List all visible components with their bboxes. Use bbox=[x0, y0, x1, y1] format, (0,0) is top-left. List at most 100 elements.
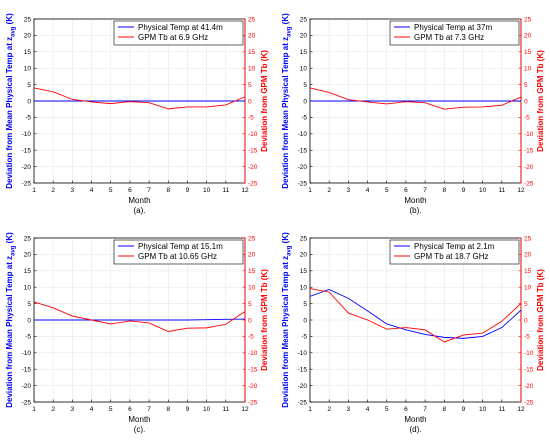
legend-label-1: GPM Tb at 6.9 GHz bbox=[138, 33, 208, 42]
y-left-tick-label: -15 bbox=[298, 367, 308, 374]
x-tick-label: 6 bbox=[128, 187, 132, 194]
y-left-tick-label: -10 bbox=[298, 350, 308, 357]
y-right-tick-label: 20 bbox=[248, 33, 256, 40]
x-tick-label: 11 bbox=[498, 406, 505, 413]
y-left-tick-label: 5 bbox=[27, 82, 31, 89]
y-left-tick-label: -20 bbox=[298, 383, 308, 390]
y-left-tick-label: 25 bbox=[300, 235, 308, 242]
y-right-tick-label: 15 bbox=[248, 268, 256, 275]
y-left-tick-label: -25 bbox=[298, 399, 308, 406]
y-left-tick-label: -25 bbox=[22, 180, 32, 187]
y-right-axis-label: Deviation from GPM Tb (K) bbox=[260, 269, 269, 371]
legend-box bbox=[389, 20, 520, 46]
x-tick-label: 10 bbox=[203, 406, 211, 413]
x-axis-label: Month bbox=[404, 415, 426, 424]
series-line-0 bbox=[34, 318, 246, 321]
y-right-tick-label: -5 bbox=[248, 115, 254, 122]
chart-panel-2: 1 2 3 4 5 6 7 8 9 10 11 122520151050-5-10-15-20-252… bbox=[5, 232, 269, 434]
y-right-tick-label: 15 bbox=[524, 49, 532, 56]
x-tick-label: 8 bbox=[442, 187, 446, 194]
x-tick-label: 6 bbox=[404, 406, 408, 413]
y-right-tick-label: 15 bbox=[248, 49, 256, 56]
y-right-tick-label: 20 bbox=[524, 252, 532, 259]
x-tick-label: 4 bbox=[366, 406, 370, 413]
chart-panel-1: 1 2 3 4 5 6 7 8 9 10 11 122520151050-5-10-15-20-252… bbox=[281, 13, 545, 215]
x-tick-label: 7 bbox=[423, 187, 427, 194]
legend-label-0: Physical Temp at 15.1m bbox=[138, 242, 223, 251]
y-left-axis-label: Deviation from Mean Physical Temp at zav… bbox=[281, 13, 293, 189]
x-tick-label: 9 bbox=[186, 406, 190, 413]
legend-label-1: GPM Tb at 7.3 GHz bbox=[414, 33, 484, 42]
y-left-tick-label: 20 bbox=[300, 33, 308, 40]
y-right-axis-label: Deviation from GPM Tb (K) bbox=[536, 50, 545, 152]
y-left-axis-label: Deviation from Mean Physical Temp at zav… bbox=[281, 232, 293, 408]
series-line-0 bbox=[309, 289, 522, 339]
x-tick-label: 5 bbox=[109, 406, 113, 413]
y-right-tick-label: 0 bbox=[248, 317, 252, 324]
y-right-tick-label: 10 bbox=[248, 285, 256, 292]
x-tick-label: 6 bbox=[404, 187, 408, 194]
y-left-tick-label: 10 bbox=[300, 285, 308, 292]
y-right-tick-label: -15 bbox=[524, 148, 534, 155]
x-tick-label: 4 bbox=[90, 406, 94, 413]
y-right-tick-label: 20 bbox=[248, 252, 256, 259]
y-left-axis-label: Deviation from Mean Physical Temp at zav… bbox=[5, 13, 17, 189]
series-line-1 bbox=[33, 87, 246, 110]
x-tick-label: 2 bbox=[327, 406, 331, 413]
x-tick-label: 4 bbox=[90, 187, 94, 194]
x-tick-label: 3 bbox=[71, 406, 75, 413]
x-tick-label: 11 bbox=[222, 406, 229, 413]
x-tick-label: 1 bbox=[308, 187, 312, 194]
y-left-tick-label: -20 bbox=[22, 383, 32, 390]
y-right-tick-label: -25 bbox=[248, 399, 258, 406]
y-left-tick-label: -20 bbox=[298, 164, 308, 171]
x-tick-label: 7 bbox=[147, 406, 151, 413]
series-line-1 bbox=[33, 301, 246, 332]
y-left-tick-label: 0 bbox=[303, 98, 307, 105]
y-right-tick-label: -15 bbox=[524, 367, 534, 374]
x-tick-label: 7 bbox=[423, 406, 427, 413]
x-tick-label: 2 bbox=[51, 406, 55, 413]
x-tick-label: 3 bbox=[347, 406, 351, 413]
x-tick-label: 4 bbox=[366, 187, 370, 194]
y-right-tick-label: 5 bbox=[524, 301, 528, 308]
y-left-tick-label: 20 bbox=[24, 252, 32, 259]
y-left-tick-label: -10 bbox=[22, 350, 32, 357]
x-tick-label: 8 bbox=[166, 406, 170, 413]
y-left-tick-label: 15 bbox=[300, 268, 308, 275]
y-right-tick-label: -20 bbox=[524, 383, 534, 390]
x-tick-label: 11 bbox=[222, 187, 229, 194]
y-left-tick-label: -5 bbox=[301, 115, 307, 122]
y-right-tick-label: -10 bbox=[248, 131, 258, 138]
y-left-tick-label: 15 bbox=[24, 268, 32, 275]
legend-box bbox=[389, 239, 520, 265]
y-right-tick-label: 10 bbox=[524, 66, 532, 73]
y-right-tick-label: 0 bbox=[248, 98, 252, 105]
y-right-tick-label: 15 bbox=[524, 268, 532, 275]
x-tick-label: 9 bbox=[462, 406, 466, 413]
y-right-tick-label: -25 bbox=[248, 180, 258, 187]
y-right-tick-label: -25 bbox=[524, 399, 534, 406]
legend-label-0: Physical Temp at 41.4m bbox=[138, 23, 223, 32]
x-tick-label: 5 bbox=[385, 187, 389, 194]
y-right-tick-label: -5 bbox=[524, 334, 530, 341]
y-right-tick-label: -10 bbox=[524, 350, 534, 357]
y-left-tick-label: 15 bbox=[300, 49, 308, 56]
x-tick-label: 3 bbox=[347, 187, 351, 194]
y-right-tick-label: 0 bbox=[524, 317, 528, 324]
x-tick-label: 5 bbox=[109, 187, 113, 194]
y-right-axis-label: Deviation from GPM Tb (K) bbox=[260, 50, 269, 152]
legend-label-1: GPM Tb at 18.7 GHz bbox=[414, 252, 489, 261]
chart-panel-0: 1 2 3 4 5 6 7 8 9 10 11 122520151050-5-10-15-20-252… bbox=[5, 13, 269, 215]
y-left-tick-label: 25 bbox=[300, 16, 308, 23]
y-right-tick-label: -10 bbox=[248, 350, 258, 357]
y-right-tick-label: 10 bbox=[248, 66, 256, 73]
x-axis-label: Month bbox=[128, 196, 150, 205]
y-right-tick-label: 5 bbox=[524, 82, 528, 89]
y-right-tick-label: 5 bbox=[248, 82, 252, 89]
y-right-axis-label: Deviation from GPM Tb (K) bbox=[536, 269, 545, 371]
y-left-tick-label: -25 bbox=[22, 399, 32, 406]
